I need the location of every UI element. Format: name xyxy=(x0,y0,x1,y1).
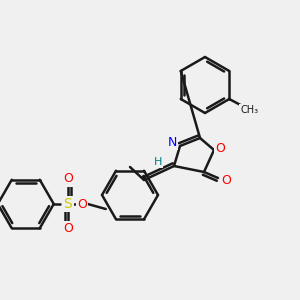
Text: O: O xyxy=(63,223,73,236)
Text: O: O xyxy=(63,172,73,185)
Text: H: H xyxy=(154,157,162,167)
Text: O: O xyxy=(77,197,87,211)
Text: N: N xyxy=(167,136,177,148)
Text: O: O xyxy=(221,173,231,187)
Text: O: O xyxy=(215,142,225,154)
Text: S: S xyxy=(63,197,72,211)
Text: CH₃: CH₃ xyxy=(240,105,258,115)
